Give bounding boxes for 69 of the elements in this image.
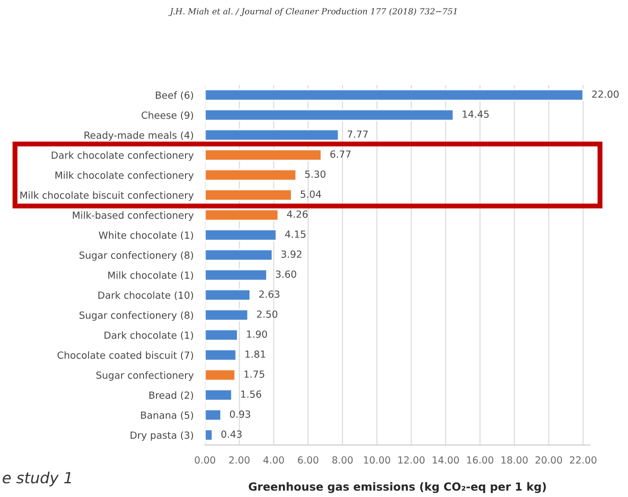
x-tick-label: 22.00 (570, 456, 596, 464)
bar (205, 88, 584, 102)
y-tick-label: Ready-made meals (4) (84, 131, 194, 141)
y-tick-label: Sugar confectionery (8) (80, 311, 194, 321)
y-tick-label: Milk chocolate (1) (108, 271, 194, 280)
bar (205, 128, 340, 142)
bar (205, 328, 238, 342)
bar (205, 268, 268, 282)
data-label: 4.15 (285, 230, 306, 238)
bar (205, 308, 249, 322)
data-label: 0.43 (221, 430, 242, 438)
data-label: 1.81 (246, 350, 266, 358)
y-tick-label: White chocolate (1) (98, 231, 194, 240)
bar (205, 108, 454, 122)
bar (205, 368, 236, 382)
y-tick-label: Dark chocolate (10) (98, 291, 194, 300)
y-tick-label: Beef (6) (156, 91, 194, 100)
bar (205, 408, 222, 422)
data-label: 22.00 (592, 90, 619, 98)
x-tick-label: 2.00 (229, 456, 250, 464)
data-label: 1.75 (244, 370, 264, 378)
x-tick-label: 12.00 (398, 456, 425, 464)
text: e study 1 (2, 472, 71, 486)
x-tick-label: 20.00 (536, 456, 562, 464)
chart-title: J.H. Miah et al. / Journal of Cleaner Production 177 (2018) 732−751 (168, 8, 456, 16)
bar (205, 148, 322, 162)
bar (205, 428, 214, 442)
y-tick-label: Chocolate coated biscuit (7) (58, 351, 194, 360)
x-tick-label: 6.00 (298, 456, 318, 464)
data-label: 3.60 (276, 270, 296, 278)
bar (205, 248, 274, 262)
data-label: 3.92 (281, 250, 302, 258)
y-tick-label: Sugar confectionery (8) (80, 251, 194, 261)
x-tick-label: 8.00 (332, 456, 353, 464)
bar (205, 288, 251, 302)
bar (205, 208, 279, 222)
bar (205, 348, 237, 362)
y-tick-label: Cheese (9) (142, 111, 194, 120)
y-tick-label: Milk chocolate biscuit confectionery (20, 191, 194, 201)
x-tick-label: 0.00 (194, 456, 216, 464)
data-label: 6.77 (330, 150, 351, 158)
bar (205, 228, 278, 242)
y-tick-label: Milk chocolate confectionery (55, 171, 194, 181)
x-tick-label: 16.00 (467, 456, 494, 464)
x-axis-title: Greenhouse gas emissions (kg CO₂-eq per 1 kg) (248, 482, 546, 494)
data-label: 5.04 (300, 190, 322, 198)
data-label: 4.26 (287, 210, 308, 218)
y-tick-label: Milk-based confectionery (72, 211, 194, 221)
x-tick-label: 14.00 (432, 456, 459, 464)
data-label: 2.50 (257, 310, 278, 318)
y-tick-label: Bread (2) (149, 391, 194, 400)
y-tick-label: Dry pasta (3) (130, 431, 194, 441)
data-label: 2.63 (259, 290, 280, 298)
data-label: 7.77 (348, 130, 368, 138)
bar (205, 168, 297, 182)
y-tick-label: Sugar confectionery (96, 371, 194, 381)
bar (205, 388, 233, 402)
y-tick-label: Dark chocolate confectionery (52, 151, 194, 161)
x-tick-label: 4.00 (263, 456, 284, 464)
y-tick-label: Banana (5) (141, 411, 194, 420)
bar (205, 188, 292, 202)
data-label: 1.90 (247, 330, 267, 338)
data-label: 0.93 (230, 410, 250, 418)
x-tick-label: 10.00 (364, 456, 390, 464)
data-label: 1.56 (241, 390, 262, 398)
data-label: 5.30 (305, 170, 326, 178)
y-tick-label: Dark chocolate (1) (104, 331, 194, 340)
x-tick-label: 18.00 (502, 456, 528, 464)
data-label: 14.45 (462, 110, 489, 118)
